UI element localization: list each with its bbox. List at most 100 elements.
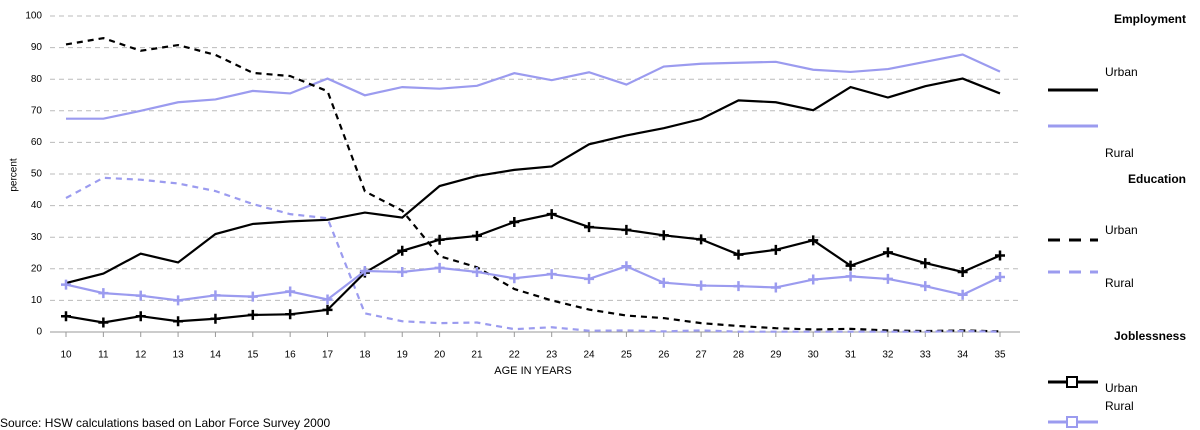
- point-marker: [173, 295, 184, 306]
- point-marker: [845, 260, 856, 271]
- point-marker: [920, 258, 931, 269]
- point-marker: [135, 290, 146, 301]
- point-marker: [135, 311, 146, 322]
- point-marker: [995, 250, 1005, 261]
- y-tick-label: 40: [31, 200, 43, 211]
- y-tick-label: 20: [31, 263, 43, 274]
- point-marker: [98, 288, 109, 299]
- y-tick-label: 70: [31, 105, 43, 116]
- y-tick-label: 80: [31, 74, 43, 85]
- x-tick-label: 15: [247, 350, 259, 361]
- point-marker: [434, 262, 445, 273]
- point-marker: [546, 209, 557, 220]
- legend-label: Rural: [1105, 146, 1134, 160]
- x-tick-label: 13: [173, 350, 185, 361]
- x-tick-label: 12: [135, 350, 147, 361]
- point-marker: [397, 266, 408, 277]
- source-note: Source: HSW calculations based on Labor …: [0, 416, 331, 430]
- series-line: [65, 212, 1001, 324]
- series-line: [65, 265, 1001, 302]
- legend-label: Urban: [1105, 65, 1138, 79]
- point-marker: [584, 273, 595, 284]
- y-tick-label: 100: [25, 11, 42, 22]
- series-line: [65, 176, 1001, 333]
- point-marker: [247, 309, 258, 320]
- legend-group-title: Employment: [1114, 12, 1186, 26]
- point-marker: [247, 291, 258, 302]
- point-marker: [509, 217, 520, 228]
- legend-group-title: Education: [1128, 172, 1186, 186]
- legend-group-title: Joblessness: [1114, 329, 1186, 343]
- series-line: [65, 77, 1001, 285]
- y-tick-label: 60: [31, 137, 43, 148]
- x-tick-label: 24: [583, 350, 595, 361]
- x-tick-label: 10: [60, 350, 72, 361]
- y-tick-label: 30: [31, 232, 43, 243]
- point-marker: [621, 261, 632, 272]
- point-marker: [546, 269, 557, 280]
- point-marker: [210, 290, 221, 301]
- x-tick-label: 11: [98, 350, 109, 361]
- x-tick-label: 31: [845, 350, 857, 361]
- x-tick-label: 20: [434, 350, 446, 361]
- legend-label: Urban: [1105, 381, 1138, 395]
- point-marker: [770, 244, 781, 255]
- point-marker: [285, 286, 296, 297]
- point-marker: [285, 309, 296, 320]
- point-marker: [434, 234, 445, 245]
- point-marker: [359, 266, 370, 277]
- point-marker: [882, 247, 893, 258]
- point-marker: [397, 245, 408, 256]
- point-marker: [733, 281, 744, 292]
- x-tick-label: 30: [808, 350, 820, 361]
- point-marker: [61, 279, 71, 290]
- y-tick-label: 50: [31, 169, 43, 180]
- point-marker: [920, 281, 931, 292]
- x-tick-label: 18: [359, 350, 371, 361]
- x-tick-label: 19: [397, 350, 409, 361]
- point-marker: [509, 273, 520, 284]
- point-marker: [957, 289, 968, 300]
- point-marker: [770, 282, 781, 293]
- legend-marker: [1066, 416, 1078, 428]
- y-tick-label: 0: [36, 327, 42, 338]
- series-line: [65, 36, 1001, 333]
- x-tick-label: 25: [621, 350, 633, 361]
- point-marker: [696, 280, 707, 291]
- point-marker: [210, 313, 221, 324]
- x-tick-label: 14: [210, 350, 222, 361]
- x-tick-label: 23: [546, 350, 558, 361]
- x-tick-label: 35: [994, 350, 1006, 361]
- point-marker: [658, 230, 669, 241]
- y-axis-label: percent: [9, 158, 20, 192]
- point-marker: [322, 294, 333, 305]
- x-tick-label: 16: [285, 350, 297, 361]
- point-marker: [471, 230, 482, 241]
- point-marker: [733, 249, 744, 260]
- series-line: [66, 53, 1001, 120]
- point-marker: [322, 304, 333, 315]
- x-tick-label: 26: [658, 350, 670, 361]
- x-tick-label: 21: [471, 350, 483, 361]
- point-marker: [658, 277, 669, 288]
- point-marker: [98, 317, 109, 328]
- point-marker: [882, 273, 893, 284]
- legend-label: Rural: [1105, 276, 1134, 290]
- point-marker: [61, 311, 71, 322]
- point-marker: [808, 274, 819, 285]
- y-tick-label: 90: [31, 42, 43, 53]
- x-tick-label: 33: [920, 350, 932, 361]
- x-tick-label: 17: [322, 350, 334, 361]
- point-marker: [957, 266, 968, 277]
- point-marker: [696, 234, 707, 245]
- x-tick-label: 34: [957, 350, 969, 361]
- x-tick-label: 28: [733, 350, 745, 361]
- point-marker: [995, 272, 1005, 283]
- point-marker: [471, 266, 482, 277]
- point-marker: [845, 271, 856, 282]
- legend-marker: [1066, 376, 1078, 388]
- point-marker: [173, 316, 184, 327]
- point-marker: [621, 224, 632, 235]
- point-marker: [584, 222, 595, 233]
